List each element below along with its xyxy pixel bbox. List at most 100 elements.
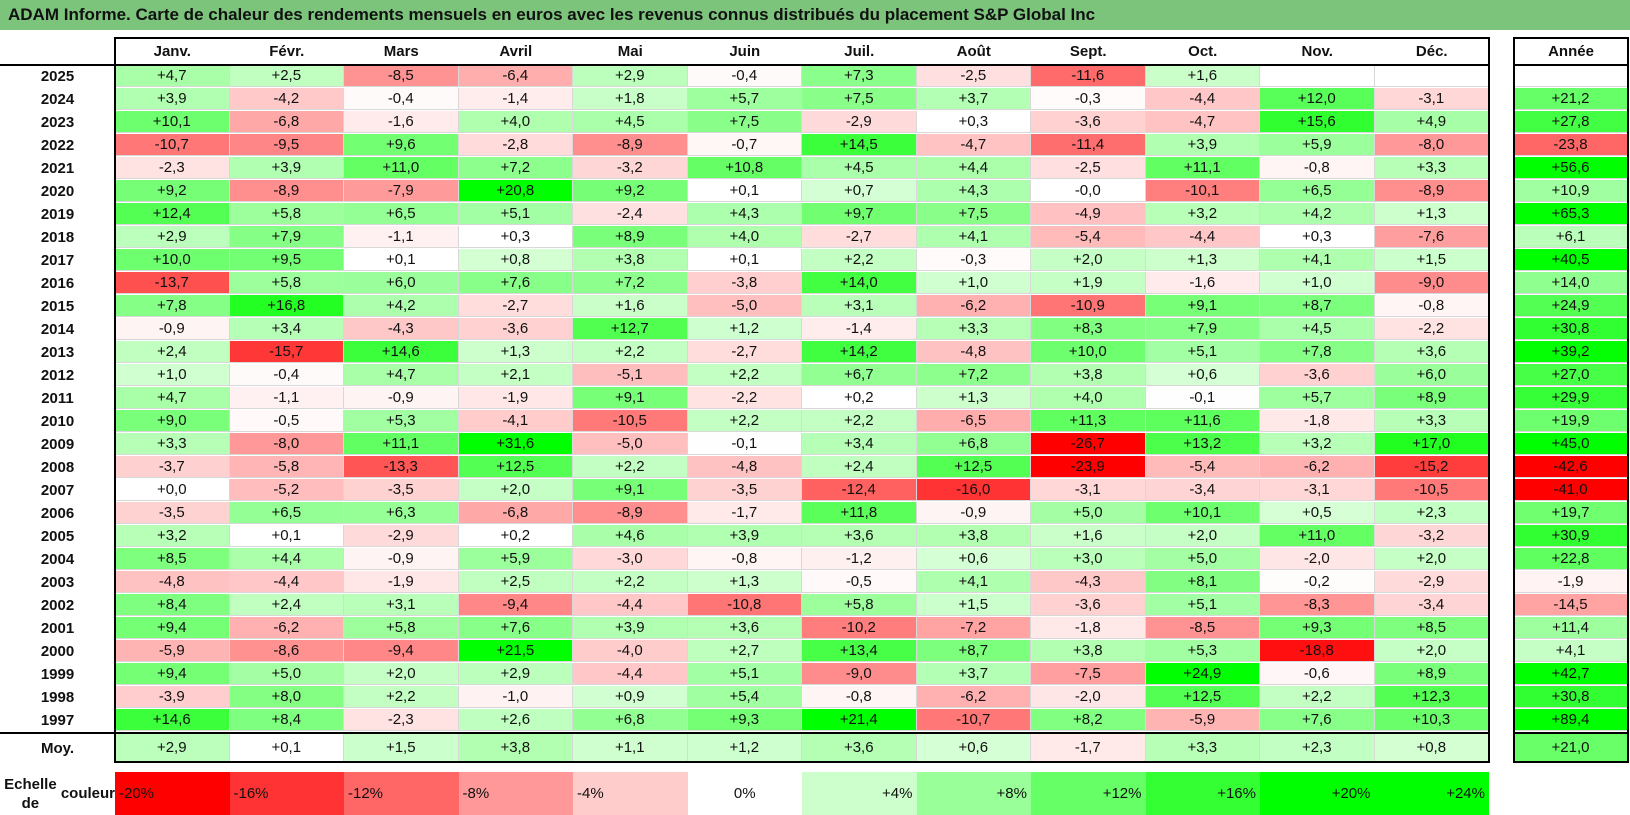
heatmap-cell: +0,2 <box>802 387 917 409</box>
average-separator <box>0 732 1490 734</box>
row-year-label: 2023 <box>40 113 75 131</box>
heatmap-cell: +13,2 <box>1145 433 1260 455</box>
annual-cell <box>1514 65 1628 87</box>
heatmap-cell: -12,4 <box>802 479 917 501</box>
heatmap-cell: +8,9 <box>573 226 688 248</box>
heatmap-cell: +3,3 <box>916 318 1031 340</box>
heatmap-cell: -1,1 <box>229 387 344 409</box>
heatmap-cell: +4,1 <box>916 226 1031 248</box>
heatmap-cell: +1,6 <box>1145 65 1260 87</box>
heatmap-cell: +4,3 <box>687 203 802 225</box>
color-scale-step: -12% <box>344 772 459 815</box>
heatmap-cell: +12,5 <box>1145 686 1260 708</box>
heatmap-cell: +10,1 <box>1145 502 1260 524</box>
heatmap-cell: +1,3 <box>1145 249 1260 271</box>
heatmap-cell: +3,8 <box>916 525 1031 547</box>
heatmap-cell: +2,9 <box>115 226 230 248</box>
heatmap-cell: +9,6 <box>344 134 459 156</box>
annual-cell: +27,8 <box>1514 111 1628 133</box>
heatmap-cell: +5,1 <box>1145 594 1260 616</box>
heatmap-cell: +11,0 <box>1260 525 1375 547</box>
heatmap-cell: +2,2 <box>344 686 459 708</box>
heatmap-cell: +4,0 <box>687 226 802 248</box>
heatmap-cell: -9,4 <box>458 594 573 616</box>
heatmap-cell: +11,3 <box>1031 410 1146 432</box>
month-header: Janv. <box>153 42 191 60</box>
heatmap-cell: +6,5 <box>1260 180 1375 202</box>
heatmap-cell: +3,6 <box>1374 341 1489 363</box>
row-year-label: 2013 <box>40 343 75 361</box>
month-header: Mai <box>617 42 643 60</box>
heatmap-cell: +10,0 <box>1031 341 1146 363</box>
heatmap-cell: -1,4 <box>458 88 573 110</box>
heatmap-cell: -4,9 <box>1031 203 1146 225</box>
average-cell: +0,8 <box>1374 734 1489 762</box>
row-year-label: 2004 <box>40 550 75 568</box>
heatmap-cell: -3,1 <box>1031 479 1146 501</box>
row-year-label: 2012 <box>40 366 75 384</box>
row-year-label: 2009 <box>40 435 75 453</box>
heatmap-cell: -2,5 <box>916 65 1031 87</box>
heatmap-cell: -4,1 <box>458 410 573 432</box>
heatmap-cell: +5,1 <box>687 663 802 685</box>
heatmap-cell: +7,5 <box>916 203 1031 225</box>
heatmap-cell: -8,0 <box>1374 134 1489 156</box>
row-year-label: 2003 <box>40 573 75 591</box>
heatmap-cell: -3,2 <box>573 157 688 179</box>
row-year-label: 1998 <box>40 688 75 706</box>
heatmap-cell: +3,7 <box>916 88 1031 110</box>
heatmap-cell: +4,0 <box>458 111 573 133</box>
heatmap-cell: -6,5 <box>916 410 1031 432</box>
heatmap-cell: +17,0 <box>1374 433 1489 455</box>
heatmap-cell: +2,5 <box>458 571 573 593</box>
heatmap-cell: +5,0 <box>1145 548 1260 570</box>
average-cell: +1,5 <box>344 734 459 762</box>
heatmap-cell: +3,2 <box>1145 203 1260 225</box>
average-separator-annual <box>1513 732 1629 734</box>
annual-cell: +29,9 <box>1514 387 1628 409</box>
heatmap-cell: +1,0 <box>916 272 1031 294</box>
annual-cell: +45,0 <box>1514 433 1628 455</box>
heatmap-cell: -1,1 <box>344 226 459 248</box>
heatmap-cell: +0,7 <box>802 180 917 202</box>
average-cell: +3,6 <box>802 734 917 762</box>
heatmap-cell: -9,4 <box>344 640 459 662</box>
heatmap-cell <box>1374 65 1489 87</box>
heatmap-cell: +20,8 <box>458 180 573 202</box>
heatmap-cell: -7,6 <box>1374 226 1489 248</box>
heatmap-cell: +9,7 <box>802 203 917 225</box>
heatmap-cell: -4,3 <box>344 318 459 340</box>
heatmap-cell: +12,7 <box>573 318 688 340</box>
heatmap-cell: +3,9 <box>1145 134 1260 156</box>
heatmap-cell: -0,6 <box>1260 663 1375 685</box>
heatmap-cell: +8,5 <box>115 548 230 570</box>
heatmap-cell: -4,4 <box>229 571 344 593</box>
average-cell: +0,1 <box>229 734 344 762</box>
heatmap-cell <box>1260 65 1375 87</box>
heatmap-cell: +3,4 <box>229 318 344 340</box>
heatmap-cell: -10,7 <box>115 134 230 156</box>
heatmap-cell: -8,9 <box>229 180 344 202</box>
heatmap-cell: +9,1 <box>1145 295 1260 317</box>
heatmap-cell: -0,9 <box>344 548 459 570</box>
average-annual-cell: +21,0 <box>1514 734 1628 762</box>
row-year-label: 2017 <box>40 251 75 269</box>
heatmap-cell: -4,3 <box>1031 571 1146 593</box>
heatmap-cell: +1,0 <box>1260 272 1375 294</box>
heatmap-cell: +3,1 <box>344 594 459 616</box>
heatmap-cell: -0,7 <box>687 134 802 156</box>
heatmap-cell: -1,8 <box>1260 410 1375 432</box>
heatmap-cell: +1,3 <box>916 387 1031 409</box>
heatmap-cell: +3,3 <box>115 433 230 455</box>
row-year-label: 2016 <box>40 274 75 292</box>
heatmap-cell: -8,6 <box>229 640 344 662</box>
heatmap-cell: +3,8 <box>1031 640 1146 662</box>
annual-cell: -23,8 <box>1514 134 1628 156</box>
heatmap-cell: +10,3 <box>1374 709 1489 731</box>
heatmap-cell: +7,8 <box>115 295 230 317</box>
heatmap-cell: +4,7 <box>115 387 230 409</box>
annual-cell: -14,5 <box>1514 594 1628 616</box>
heatmap-cell: +8,9 <box>1374 387 1489 409</box>
heatmap-cell: -11,6 <box>1031 65 1146 87</box>
heatmap-cell: +9,4 <box>115 663 230 685</box>
